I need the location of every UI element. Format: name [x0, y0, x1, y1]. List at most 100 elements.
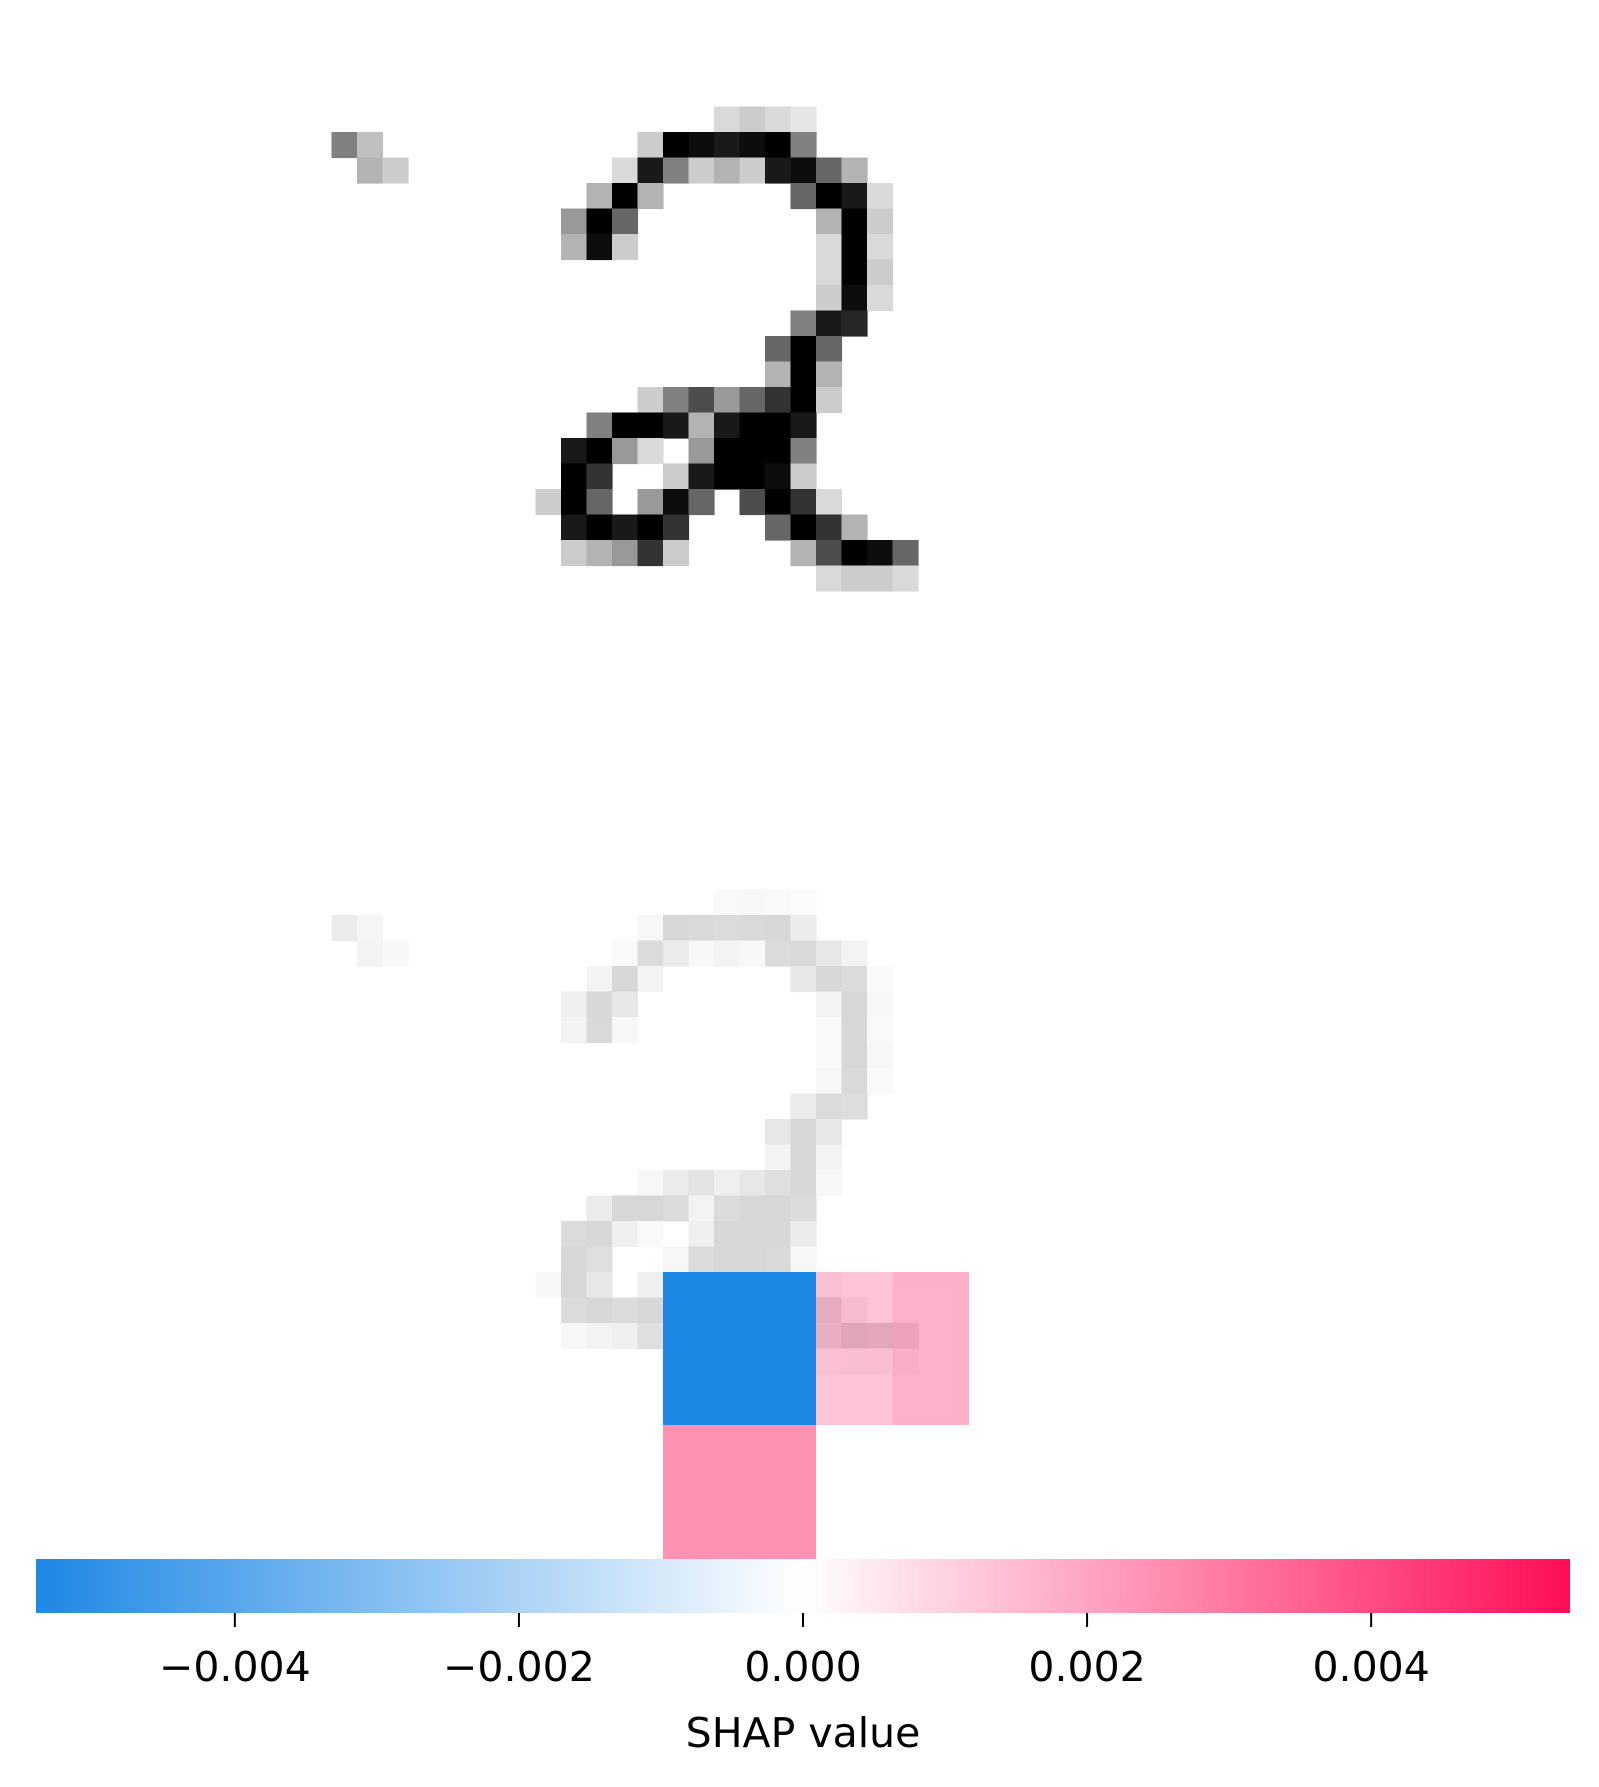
- colorbar-label: SHAP value: [686, 1709, 921, 1757]
- background-pixel: [816, 1042, 843, 1069]
- input-pixel: [612, 514, 639, 541]
- colorbar-tick-label: −0.004: [159, 1643, 311, 1691]
- input-pixel: [714, 438, 741, 465]
- background-pixel: [816, 1170, 843, 1197]
- input-pixel: [867, 285, 894, 312]
- background-pixel: [739, 1195, 766, 1222]
- input-pixel: [561, 514, 588, 541]
- background-pixel: [765, 889, 792, 916]
- background-pixel: [663, 1170, 690, 1197]
- background-pixel: [790, 1221, 817, 1248]
- input-pixel: [790, 157, 817, 184]
- shap-overlay-panel: [331, 889, 969, 1578]
- input-pixel: [612, 234, 639, 261]
- background-pixel: [612, 966, 639, 993]
- background-pixel: [867, 1068, 894, 1095]
- input-pixel: [688, 412, 715, 439]
- input-pixel: [867, 565, 894, 592]
- background-pixel: [841, 940, 868, 967]
- background-pixel: [739, 1246, 766, 1273]
- input-pixel: [892, 565, 919, 592]
- background-pixel: [663, 1246, 690, 1273]
- input-pixel: [561, 463, 588, 490]
- input-pixel: [790, 387, 817, 414]
- background-pixel: [612, 1017, 639, 1044]
- background-pixel: [790, 889, 817, 916]
- input-pixel: [586, 234, 613, 261]
- input-pixel: [586, 514, 613, 541]
- background-pixel: [816, 1144, 843, 1171]
- background-pixel: [586, 991, 613, 1018]
- background-pixel: [816, 1323, 843, 1350]
- input-pixel: [765, 336, 792, 363]
- input-pixel: [739, 387, 766, 414]
- background-pixel: [637, 1170, 664, 1197]
- input-pixel: [765, 438, 792, 465]
- background-pixel: [382, 940, 409, 967]
- background-pixel: [765, 1246, 792, 1273]
- input-pixel: [663, 489, 690, 516]
- input-pixel: [663, 540, 690, 567]
- background-pixel: [816, 966, 843, 993]
- input-pixel: [765, 489, 792, 516]
- input-pixel: [739, 463, 766, 490]
- background-pixel: [841, 966, 868, 993]
- input-pixel: [561, 438, 588, 465]
- input-pixel: [586, 412, 613, 439]
- input-pixel: [612, 412, 639, 439]
- background-pixel: [816, 1119, 843, 1146]
- background-pixel: [663, 1195, 690, 1222]
- background-pixel: [637, 1221, 664, 1248]
- background-pixel: [688, 915, 715, 942]
- input-pixel: [790, 361, 817, 388]
- background-pixel: [841, 1348, 868, 1375]
- input-pixel: [816, 157, 843, 184]
- background-pixel: [586, 1323, 613, 1350]
- background-pixel: [790, 1195, 817, 1222]
- input-pixel: [637, 387, 664, 414]
- background-pixel: [688, 1221, 715, 1248]
- input-pixel: [714, 463, 741, 490]
- input-pixel: [790, 540, 817, 567]
- input-pixel: [561, 208, 588, 235]
- background-pixel: [790, 1119, 817, 1146]
- input-pixel: [867, 183, 894, 210]
- input-pixel: [586, 438, 613, 465]
- background-pixel: [688, 1246, 715, 1273]
- input-pixel: [739, 157, 766, 184]
- background-pixel: [841, 1323, 868, 1350]
- background-pixel: [612, 940, 639, 967]
- input-pixel: [663, 463, 690, 490]
- background-pixel: [892, 1323, 919, 1350]
- background-pixel: [561, 1272, 588, 1299]
- input-pixel: [714, 132, 741, 159]
- input-pixel: [790, 463, 817, 490]
- input-pixel: [816, 361, 843, 388]
- input-pixel: [765, 132, 792, 159]
- background-pixel: [331, 915, 358, 942]
- input-pixel: [561, 489, 588, 516]
- input-pixel: [867, 259, 894, 286]
- background-pixel: [561, 1246, 588, 1273]
- background-pixel: [765, 940, 792, 967]
- input-pixel: [765, 514, 792, 541]
- input-pixel: [586, 463, 613, 490]
- input-pixel: [714, 412, 741, 439]
- background-pixel: [816, 991, 843, 1018]
- input-pixel: [841, 310, 868, 337]
- background-pixel: [841, 1093, 868, 1120]
- input-pixel: [841, 540, 868, 567]
- background-pixel: [816, 1348, 843, 1375]
- background-pixel: [637, 1272, 664, 1299]
- input-pixel: [790, 106, 817, 133]
- background-pixel: [561, 991, 588, 1018]
- input-pixel: [816, 489, 843, 516]
- background-pixel: [867, 1042, 894, 1069]
- input-pixel: [816, 208, 843, 235]
- input-pixel: [739, 132, 766, 159]
- input-pixel: [688, 438, 715, 465]
- input-pixel: [841, 183, 868, 210]
- input-pixel: [790, 310, 817, 337]
- background-pixel: [790, 1246, 817, 1273]
